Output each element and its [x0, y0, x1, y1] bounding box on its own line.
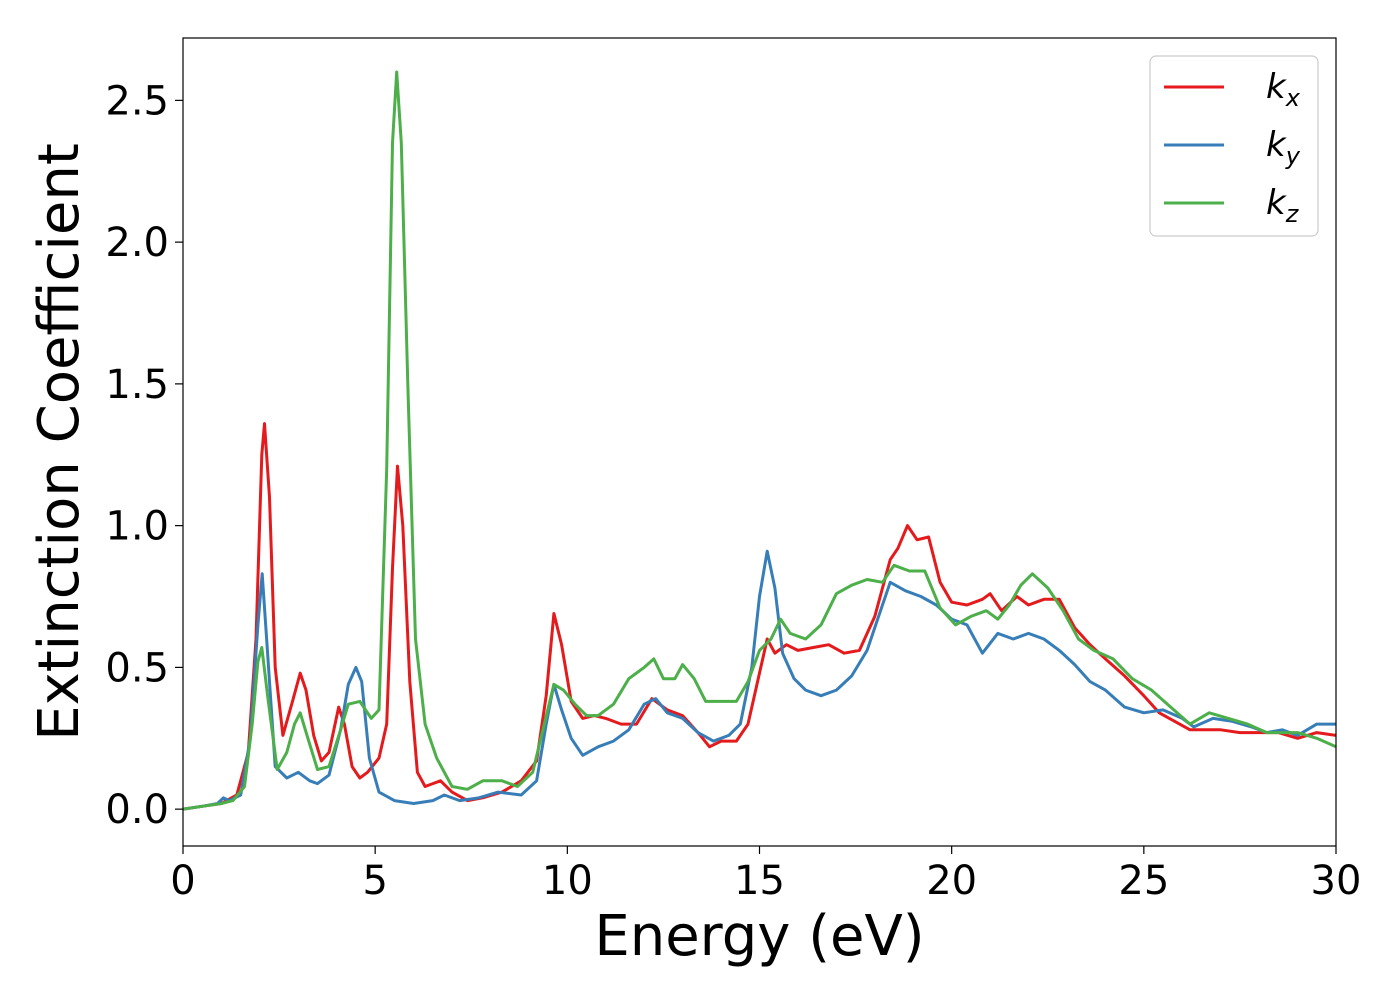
- legend-box: [1149, 55, 1319, 237]
- x-tick-label: 10: [542, 858, 593, 904]
- legend-label: kz: [1266, 183, 1300, 228]
- y-axis-title: Extinction Coefficient: [27, 143, 92, 741]
- legend-item-kz: kz: [1164, 183, 1300, 228]
- x-tick-label: 30: [1311, 858, 1362, 904]
- x-axis-title: Energy (eV): [594, 904, 924, 969]
- series-layer: [183, 70, 1336, 811]
- y-tick-label: 1.5: [105, 362, 169, 408]
- x-tick-label: 20: [926, 858, 977, 904]
- legend-item-ky: ky: [1164, 125, 1301, 170]
- y-tick-label: 2.0: [105, 220, 169, 266]
- x-tick-label: 15: [734, 858, 785, 904]
- series-line-ky: [183, 549, 1336, 811]
- x-axis-ticks: 0 5 10 15 20 25 30: [170, 846, 1361, 904]
- x-tick-label: 5: [362, 858, 387, 904]
- y-tick-label: 1.0: [105, 504, 169, 550]
- x-tick-label: 25: [1118, 858, 1169, 904]
- y-tick-label: 0.0: [105, 787, 169, 833]
- x-tick-label: 0: [170, 858, 195, 904]
- legend-label: ky: [1266, 125, 1301, 170]
- series-line-kz: [183, 70, 1336, 811]
- y-axis-ticks: 0.0 0.5 1.0 1.5 2.0 2.5: [105, 78, 183, 833]
- legend-label: kx: [1266, 67, 1301, 112]
- y-tick-label: 2.5: [105, 78, 169, 124]
- legend: kx ky kz: [1149, 55, 1319, 237]
- y-tick-label: 0.5: [105, 645, 169, 691]
- legend-item-kx: kx: [1164, 67, 1301, 112]
